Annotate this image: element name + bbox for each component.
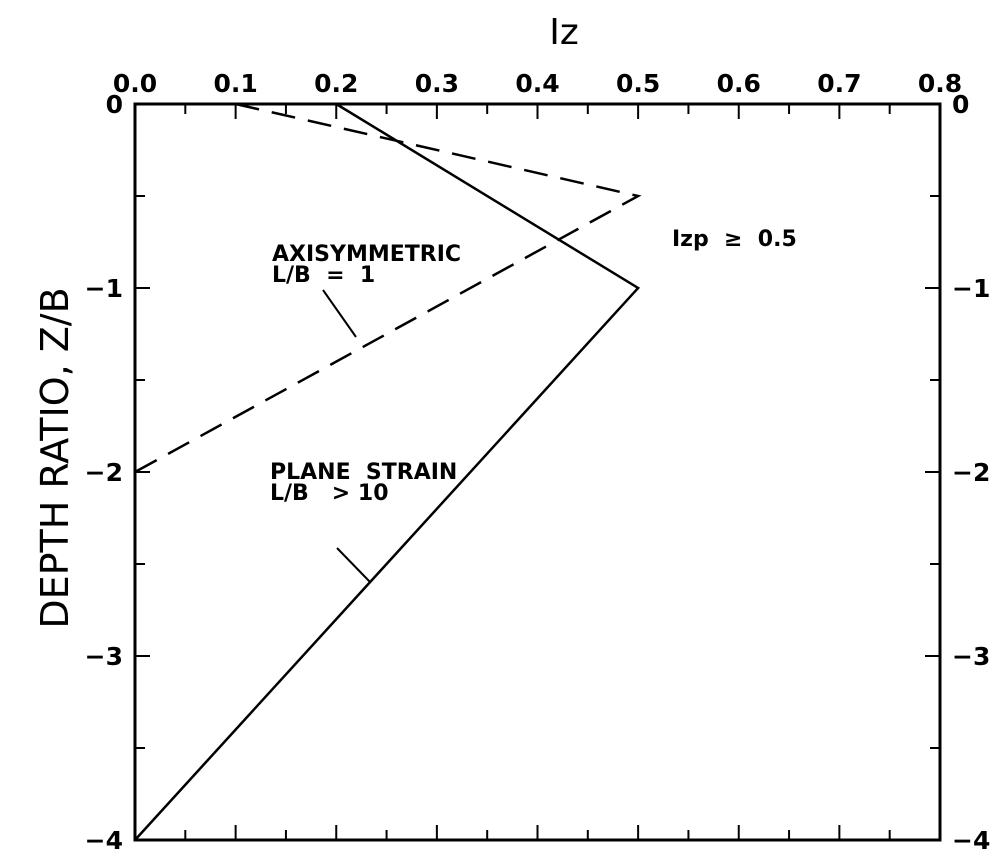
plane-strain-leader-line xyxy=(336,547,371,583)
axisymmetric-ratio-label: L/B = 1 xyxy=(272,263,375,288)
x-tick-label: 0.2 xyxy=(314,69,358,98)
tick-marks xyxy=(134,103,941,841)
x-tick-label: 0.6 xyxy=(717,69,761,98)
annotation-plane-strain: PLANE STRAIN L/B > 10 xyxy=(270,460,457,583)
axisymmetric-label: AXISYMMETRIC xyxy=(272,242,461,267)
plane-strain-ratio-label: L/B > 10 xyxy=(270,481,389,506)
y-tick-label-right: −1 xyxy=(952,274,990,303)
tick-labels: 0.0 0.1 0.2 0.3 0.4 0.5 0.6 0.7 0.80 0−1 −1−2 −2−3−… xyxy=(85,69,991,851)
x-tick-label: 0.1 xyxy=(213,69,257,98)
axisymmetric-leader-line xyxy=(322,289,357,338)
y-tick-label-right: −3 xyxy=(952,642,990,671)
plot-frame xyxy=(133,102,942,842)
y-tick-label-left: 0 xyxy=(106,90,123,119)
izp-annotation: Izp ≥ 0.5 xyxy=(672,227,797,252)
y-tick-label-left: −1 xyxy=(85,274,123,303)
x-tick-label: 0.8 xyxy=(918,69,962,98)
y-tick-label-left: −2 xyxy=(85,458,123,487)
y-tick-label-right: −2 xyxy=(952,458,990,487)
x-tick-label: 0.5 xyxy=(616,69,660,98)
y-tick-label-right: −4 xyxy=(952,826,990,851)
annotation-axisymmetric: AXISYMMETRIC L/B = 1 xyxy=(272,242,461,338)
series-lines xyxy=(134,102,642,841)
plane-strain-label: PLANE STRAIN xyxy=(270,460,457,485)
x-tick-label: 0.0 xyxy=(113,69,157,98)
y-tick-label-right: 0 xyxy=(952,90,969,119)
x-tick-label: 0.4 xyxy=(515,69,559,98)
y-tick-label-left: −4 xyxy=(85,826,123,851)
x-axis-title: Iz xyxy=(549,12,579,53)
x-tick-label: 0.7 xyxy=(817,69,861,98)
plane-strain-series-line xyxy=(134,102,641,841)
y-axis-title: DEPTH RATIO, Z/B xyxy=(33,287,77,628)
axisymmetric-series-line xyxy=(134,102,642,474)
x-tick-label: 0.3 xyxy=(415,69,459,98)
y-tick-label-left: −3 xyxy=(85,642,123,671)
